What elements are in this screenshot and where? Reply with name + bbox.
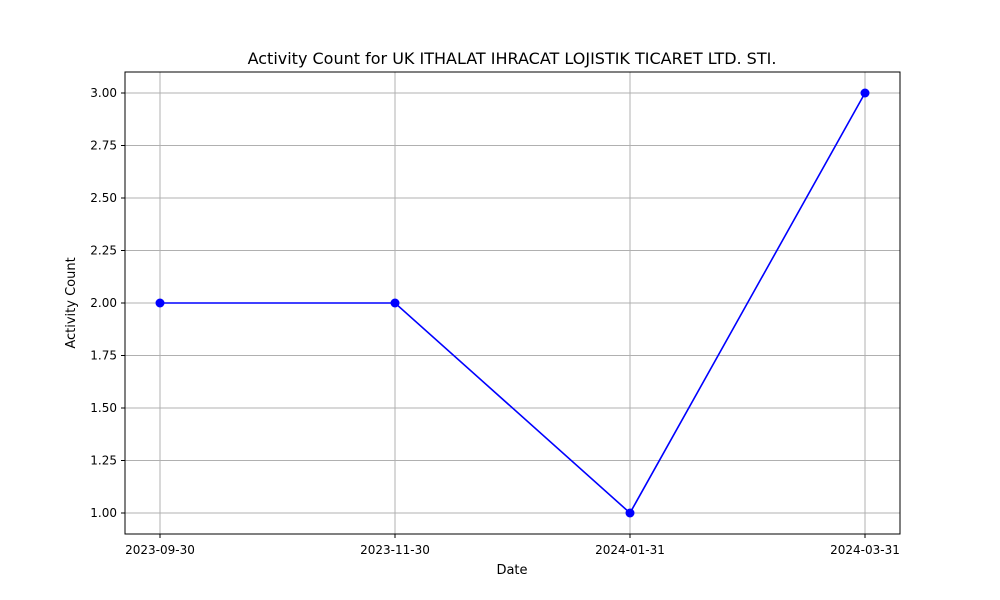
chart-title: Activity Count for UK ITHALAT IHRACAT LO… (248, 49, 777, 68)
y-axis-label: Activity Count (64, 257, 79, 348)
x-tick-label: 2024-03-31 (830, 543, 900, 557)
y-tick-label: 1.00 (90, 506, 117, 520)
x-axis-label: Date (496, 563, 527, 578)
x-tick-label: 2023-09-30 (125, 543, 195, 557)
y-tick-label: 3.00 (90, 86, 117, 100)
y-tick-label: 2.00 (90, 296, 117, 310)
data-point (625, 508, 635, 518)
data-point (860, 88, 870, 98)
x-tick-label: 2024-01-31 (595, 543, 665, 557)
y-tick-label: 1.75 (90, 349, 117, 363)
y-tick-label: 1.50 (90, 401, 117, 415)
y-tick-label: 1.25 (90, 454, 117, 468)
data-point (390, 298, 400, 308)
series-line (160, 92, 866, 515)
y-tick-label: 2.50 (90, 191, 117, 205)
series-layer (155, 88, 870, 518)
tick-layer: 1.00 1.25 1.50 1.75 2.00 2.25 2.50 2.75 3.00 2023… (90, 86, 900, 557)
y-tick-label: 2.75 (90, 139, 117, 153)
data-point (155, 298, 165, 308)
x-tick-label: 2023-11-30 (360, 543, 430, 557)
grid-layer (125, 72, 900, 534)
y-tick-label: 2.25 (90, 244, 117, 258)
